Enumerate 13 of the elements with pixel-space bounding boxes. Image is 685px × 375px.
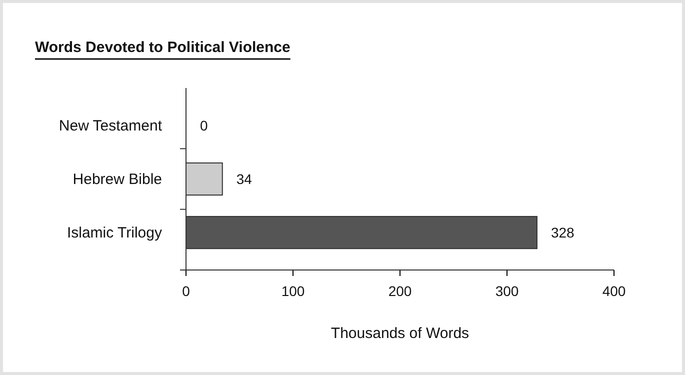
chart-title: Words Devoted to Political Violence [35,39,290,56]
data-label: 328 [550,224,575,240]
x-tick-label: 200 [388,282,412,299]
x-tick-label: 300 [495,282,519,299]
data-label: 0 [200,117,208,134]
data-label: 34 [236,170,252,187]
x-tick-label: 400 [602,282,626,299]
x-tick-label: 0 [182,282,190,299]
y-tick-label: Islamic Trilogy [66,224,162,242]
y-tick-label: Hebrew Bible [72,170,162,188]
x-tick-label: 100 [281,282,305,299]
x-axis-title: Thousands of Words [330,325,470,342]
y-tick-label: New Testament [58,117,163,134]
